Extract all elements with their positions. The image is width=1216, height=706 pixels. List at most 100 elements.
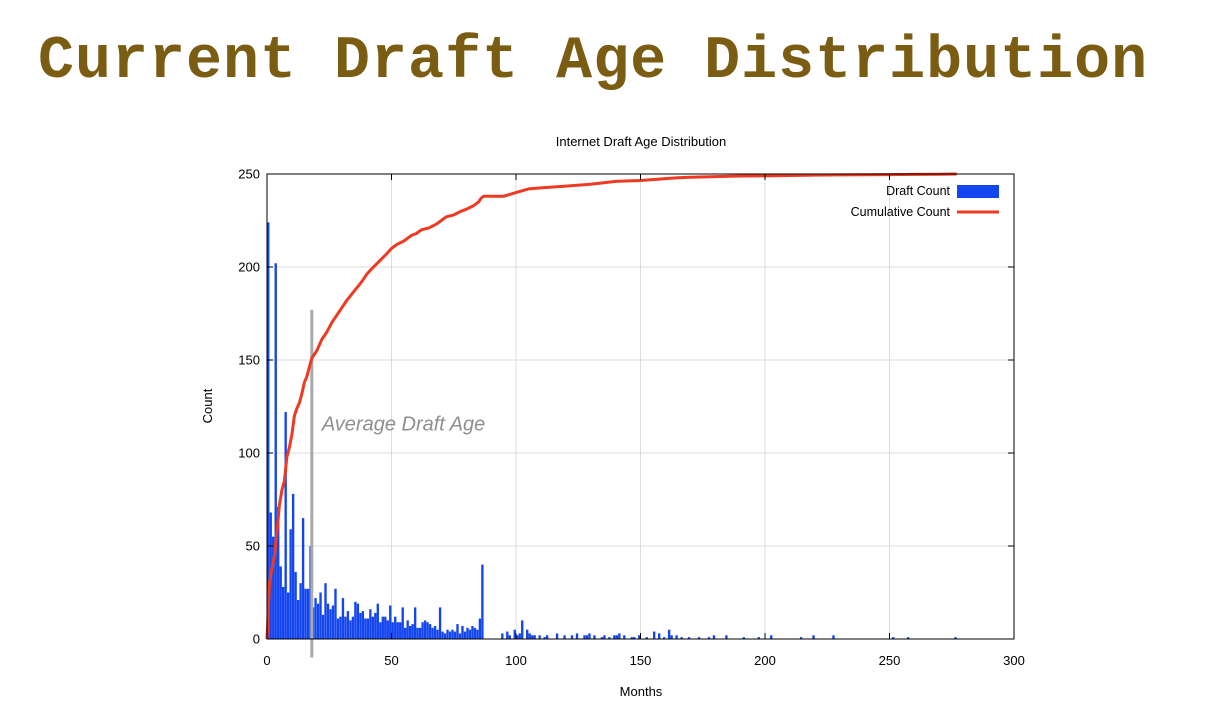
bar <box>451 629 454 639</box>
bar <box>954 637 957 639</box>
bar <box>585 635 589 639</box>
bar <box>670 635 673 639</box>
y-tick-label: 50 <box>246 539 260 554</box>
bar <box>423 620 427 639</box>
bar <box>657 633 661 639</box>
bar <box>615 635 619 639</box>
bar <box>282 586 285 639</box>
bar <box>770 635 773 639</box>
bar <box>600 637 604 639</box>
bar <box>799 637 803 639</box>
bar <box>418 627 422 639</box>
bar <box>399 622 402 639</box>
x-tick-label: 250 <box>879 653 901 668</box>
cumulative-count-line <box>265 172 957 640</box>
y-tick-label: 150 <box>238 353 260 368</box>
bar <box>272 536 275 639</box>
bar <box>274 263 277 639</box>
axis-ticks: 0 50 100 150 200 250 300 0 50 100 150 200 250 <box>238 167 1025 669</box>
bar <box>341 598 345 639</box>
x-tick-label: 0 <box>263 653 270 668</box>
bar <box>411 624 414 639</box>
bar <box>296 599 300 639</box>
bar <box>832 635 835 639</box>
bar <box>344 616 347 639</box>
bar <box>438 607 442 639</box>
y-tick-label: 250 <box>238 167 260 182</box>
bar <box>513 629 516 639</box>
bar <box>384 616 387 639</box>
x-axis-label: Months <box>620 684 663 699</box>
bar <box>284 412 287 639</box>
bar <box>653 631 656 639</box>
bar <box>441 631 444 639</box>
bar <box>697 637 701 639</box>
bar <box>339 616 342 639</box>
bar <box>516 635 519 639</box>
bar <box>267 222 270 640</box>
bar <box>319 592 322 639</box>
bar <box>531 635 534 639</box>
bar <box>593 635 596 639</box>
bar <box>386 620 389 639</box>
bar <box>289 529 292 639</box>
bar <box>349 620 352 639</box>
bar <box>277 506 280 639</box>
bar <box>374 612 377 639</box>
bar <box>406 620 409 639</box>
bar <box>742 637 746 639</box>
bar <box>812 635 815 639</box>
bar <box>538 635 541 639</box>
legend-label-cumulative-count: Cumulative Count <box>851 205 951 219</box>
bar <box>426 622 429 639</box>
bar <box>575 633 579 639</box>
bar <box>329 609 332 639</box>
bar <box>675 635 678 639</box>
bar <box>687 637 691 639</box>
y-axis-label: Count <box>200 388 215 423</box>
bar <box>630 637 633 639</box>
bar <box>471 625 474 639</box>
bar <box>466 627 469 639</box>
bar <box>396 622 399 639</box>
bar <box>391 622 394 639</box>
bar <box>331 605 335 639</box>
bar <box>436 629 439 639</box>
bar <box>707 637 711 639</box>
bar <box>501 633 504 639</box>
bar <box>570 635 574 639</box>
bar <box>346 611 350 639</box>
bar <box>401 607 404 639</box>
bar <box>563 635 566 639</box>
bar <box>316 603 320 639</box>
bar <box>476 629 479 639</box>
slide-title: Current Draft Age Distribution <box>38 28 1149 96</box>
bar <box>389 605 392 639</box>
bar <box>356 603 360 639</box>
x-tick-label: 100 <box>505 653 527 668</box>
bar <box>314 598 317 639</box>
bar <box>354 601 357 639</box>
bar <box>456 624 459 639</box>
x-tick-label: 200 <box>754 653 776 668</box>
bar <box>588 633 591 639</box>
bar <box>351 616 355 639</box>
bar <box>361 611 365 639</box>
bar <box>448 631 452 639</box>
bar <box>443 633 447 639</box>
bar <box>394 616 397 639</box>
y-tick-label: 0 <box>253 632 260 647</box>
bar <box>279 566 282 639</box>
bar <box>364 618 367 639</box>
bar <box>528 633 531 639</box>
bar <box>301 518 305 639</box>
bar <box>645 637 648 639</box>
bar <box>680 637 683 639</box>
x-tick-label: 50 <box>384 653 398 668</box>
bar <box>376 603 379 639</box>
bar <box>326 603 330 639</box>
bar <box>299 583 302 639</box>
bar <box>638 635 641 639</box>
bar <box>381 616 384 639</box>
